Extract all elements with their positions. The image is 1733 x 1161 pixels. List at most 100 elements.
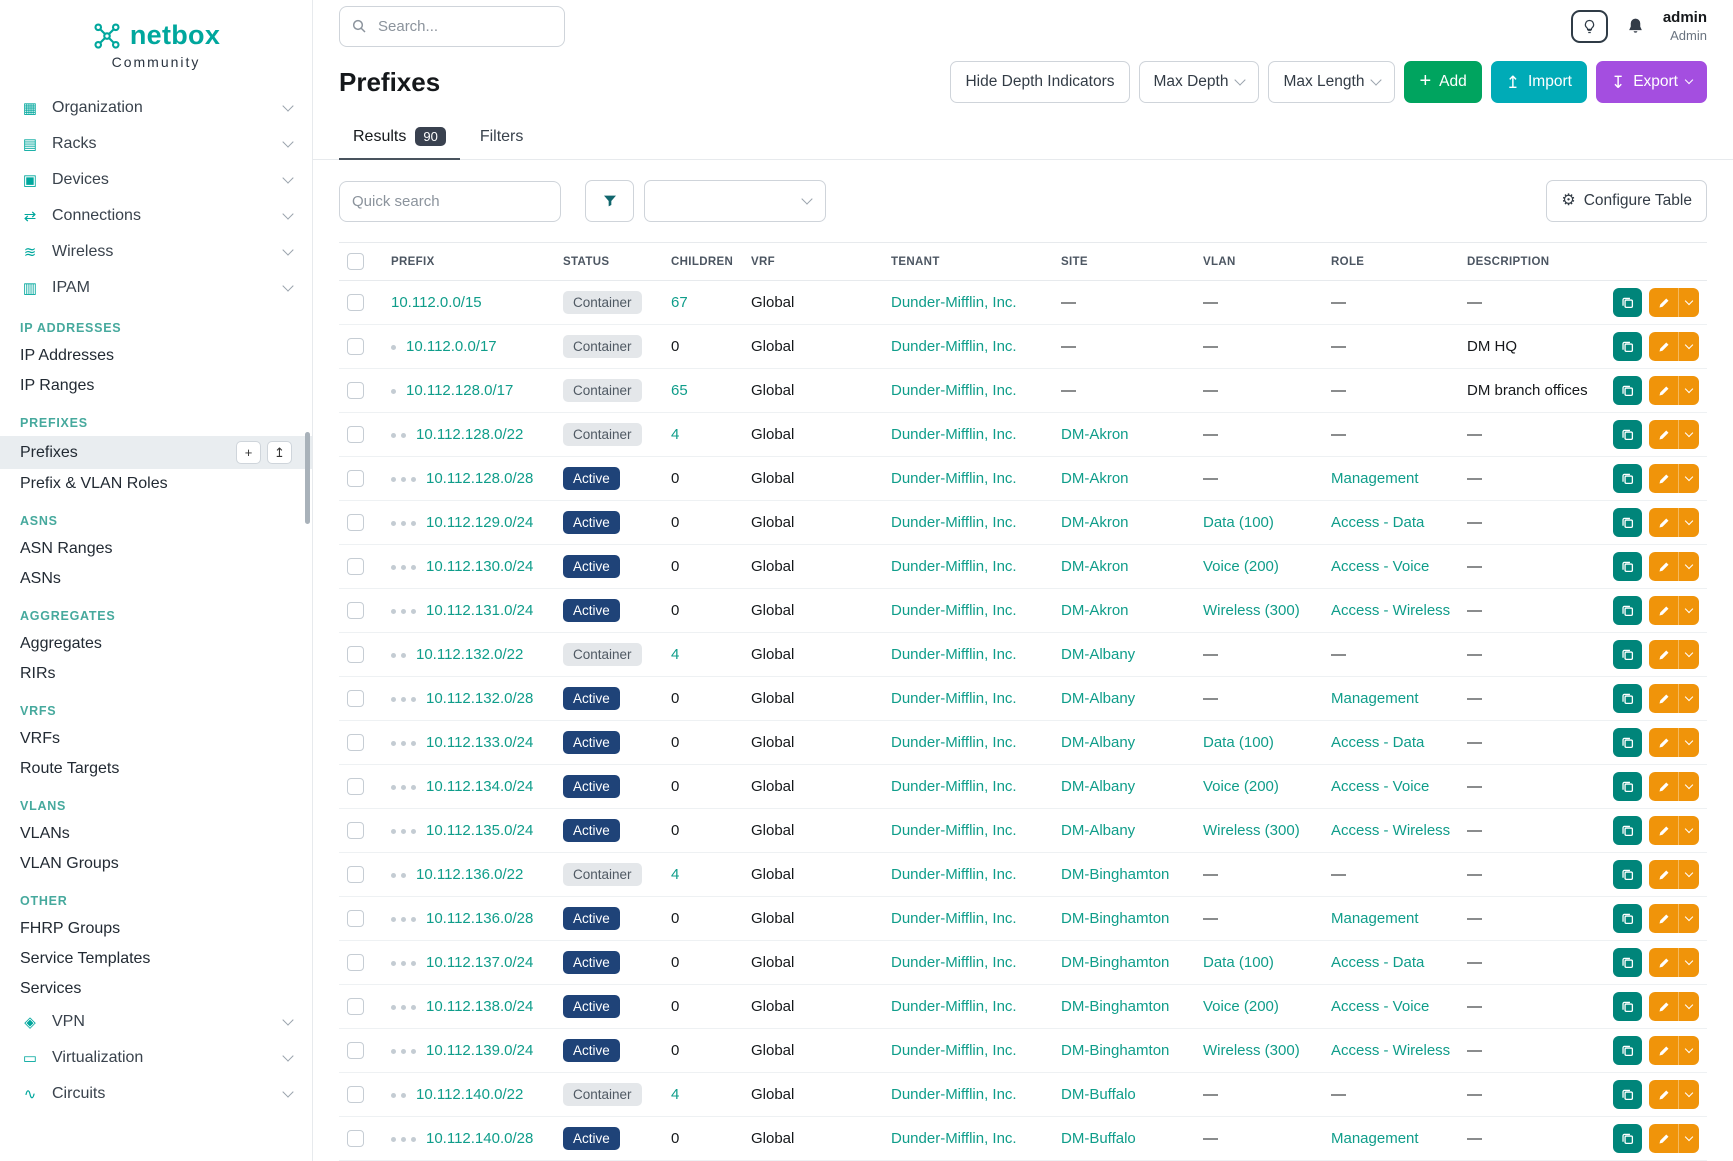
edit-button[interactable] (1649, 728, 1678, 757)
edit-button[interactable] (1649, 376, 1678, 405)
copy-button[interactable] (1613, 860, 1642, 889)
sidebar-item-wireless[interactable]: ≋ Wireless (0, 234, 312, 270)
vlan-link[interactable]: Data (100) (1203, 954, 1274, 971)
prefix-link[interactable]: 10.112.133.0/24 (426, 734, 534, 751)
children-link[interactable]: 4 (671, 866, 680, 883)
edit-button[interactable] (1649, 596, 1678, 625)
copy-button[interactable] (1613, 948, 1642, 977)
sidebar-item-asns[interactable]: ASNs (0, 564, 312, 594)
prefix-link[interactable]: 10.112.0.0/17 (406, 338, 497, 355)
vlan-link[interactable]: Voice (200) (1203, 558, 1279, 575)
role-link[interactable]: Access - Data (1331, 734, 1425, 751)
copy-button[interactable] (1613, 816, 1642, 845)
edit-dropdown-button[interactable] (1678, 288, 1699, 317)
sidebar-item-vrfs[interactable]: VRFs (0, 724, 312, 754)
sidebar-item-service-templates[interactable]: Service Templates (0, 944, 312, 974)
tenant-link[interactable]: Dunder-Mifflin, Inc. (891, 1130, 1017, 1147)
copy-button[interactable] (1613, 596, 1642, 625)
theme-toggle-button[interactable] (1570, 10, 1608, 43)
role-link[interactable]: Access - Data (1331, 954, 1425, 971)
role-link[interactable]: Management (1331, 690, 1419, 707)
prefix-link[interactable]: 10.112.128.0/22 (416, 426, 524, 443)
sidebar-item-rirs[interactable]: RIRs (0, 659, 312, 689)
column-header-description[interactable]: DESCRIPTION (1459, 242, 1599, 281)
prefix-link[interactable]: 10.112.128.0/28 (426, 470, 534, 487)
sidebar-item-racks[interactable]: ▤ Racks (0, 126, 312, 162)
column-header-vlan[interactable]: VLAN (1195, 242, 1323, 281)
column-header-status[interactable]: STATUS (555, 242, 663, 281)
edit-button[interactable] (1649, 860, 1678, 889)
role-link[interactable]: Access - Wireless (1331, 822, 1451, 839)
children-link[interactable]: 67 (671, 294, 688, 311)
prefix-link[interactable]: 10.112.138.0/24 (426, 998, 534, 1015)
row-checkbox[interactable] (347, 734, 364, 752)
sidebar-item-ipam[interactable]: ▥ IPAM (0, 270, 312, 306)
sidebar-item-virtualization[interactable]: ▭ Virtualization (0, 1040, 312, 1076)
role-link[interactable]: Access - Voice (1331, 778, 1430, 795)
copy-button[interactable] (1613, 684, 1642, 713)
edit-button[interactable] (1649, 1124, 1678, 1153)
column-header-vrf[interactable]: VRF (743, 242, 883, 281)
edit-button[interactable] (1649, 464, 1678, 493)
copy-button[interactable] (1613, 376, 1642, 405)
copy-button[interactable] (1613, 1124, 1642, 1153)
tenant-link[interactable]: Dunder-Mifflin, Inc. (891, 734, 1017, 751)
vlan-link[interactable]: Data (100) (1203, 734, 1274, 751)
tenant-link[interactable]: Dunder-Mifflin, Inc. (891, 690, 1017, 707)
tenant-link[interactable]: Dunder-Mifflin, Inc. (891, 602, 1017, 619)
row-checkbox[interactable] (347, 470, 364, 488)
edit-dropdown-button[interactable] (1678, 552, 1699, 581)
sidebar-item-vlan-groups[interactable]: VLAN Groups (0, 849, 312, 879)
prefix-link[interactable]: 10.112.132.0/22 (416, 646, 524, 663)
site-link[interactable]: DM-Binghamton (1061, 998, 1170, 1015)
site-link[interactable]: DM-Albany (1061, 778, 1136, 795)
copy-button[interactable] (1613, 992, 1642, 1021)
prefix-link[interactable]: 10.112.0.0/15 (391, 294, 482, 311)
tenant-link[interactable]: Dunder-Mifflin, Inc. (891, 1042, 1017, 1059)
edit-dropdown-button[interactable] (1678, 508, 1699, 537)
edit-dropdown-button[interactable] (1678, 860, 1699, 889)
edit-button[interactable] (1649, 1036, 1678, 1065)
column-header-tenant[interactable]: TENANT (883, 242, 1053, 281)
children-link[interactable]: 4 (671, 426, 680, 443)
sidebar-item-organization[interactable]: ▦ Organization (0, 90, 312, 126)
tenant-link[interactable]: Dunder-Mifflin, Inc. (891, 822, 1017, 839)
filter-button[interactable] (585, 180, 634, 222)
sidebar-item-ip-ranges[interactable]: IP Ranges (0, 371, 312, 401)
prefix-link[interactable]: 10.112.131.0/24 (426, 602, 534, 619)
site-link[interactable]: DM-Akron (1061, 426, 1129, 443)
search-input[interactable] (339, 6, 565, 47)
row-checkbox[interactable] (347, 1130, 364, 1148)
site-link[interactable]: DM-Albany (1061, 822, 1136, 839)
edit-dropdown-button[interactable] (1678, 772, 1699, 801)
prefix-link[interactable]: 10.112.136.0/22 (416, 866, 524, 883)
sidebar-item-aggregates[interactable]: Aggregates (0, 629, 312, 659)
tenant-link[interactable]: Dunder-Mifflin, Inc. (891, 954, 1017, 971)
site-link[interactable]: DM-Akron (1061, 514, 1129, 531)
site-link[interactable]: DM-Binghamton (1061, 910, 1170, 927)
edit-button[interactable] (1649, 552, 1678, 581)
children-link[interactable]: 4 (671, 646, 680, 663)
tenant-link[interactable]: Dunder-Mifflin, Inc. (891, 998, 1017, 1015)
copy-button[interactable] (1613, 332, 1642, 361)
copy-button[interactable] (1613, 288, 1642, 317)
row-checkbox[interactable] (347, 998, 364, 1016)
role-link[interactable]: Access - Voice (1331, 998, 1430, 1015)
sidebar-item-fhrp-groups[interactable]: FHRP Groups (0, 914, 312, 944)
tenant-link[interactable]: Dunder-Mifflin, Inc. (891, 646, 1017, 663)
prefix-link[interactable]: 10.112.139.0/24 (426, 1042, 534, 1059)
sidebar-item-connections[interactable]: ⇄ Connections (0, 198, 312, 234)
sidebar-item-circuits[interactable]: ∿ Circuits (0, 1076, 312, 1112)
quick-search-input[interactable] (339, 180, 561, 222)
tenant-link[interactable]: Dunder-Mifflin, Inc. (891, 778, 1017, 795)
children-link[interactable]: 65 (671, 382, 688, 399)
prefix-link[interactable]: 10.112.137.0/24 (426, 954, 534, 971)
import-prefix-button[interactable]: ↥ (267, 441, 292, 464)
copy-button[interactable] (1613, 728, 1642, 757)
edit-dropdown-button[interactable] (1678, 728, 1699, 757)
edit-button[interactable] (1649, 684, 1678, 713)
logo[interactable]: netbox Community (0, 0, 312, 76)
prefix-link[interactable]: 10.112.135.0/24 (426, 822, 534, 839)
sidebar-item-asn-ranges[interactable]: ASN Ranges (0, 534, 312, 564)
role-link[interactable]: Access - Voice (1331, 558, 1430, 575)
